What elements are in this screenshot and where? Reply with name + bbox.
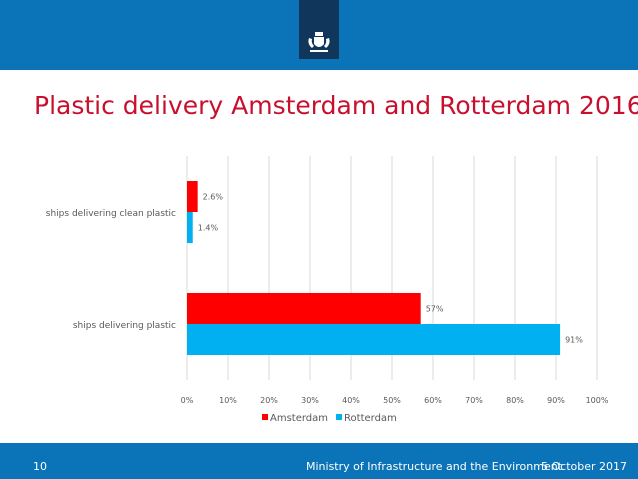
legend-label: Amsterdam xyxy=(270,413,328,424)
legend-swatch-rotterdam xyxy=(336,414,343,420)
x-tick-label: 40% xyxy=(342,396,360,405)
bar-rotterdam xyxy=(187,212,193,243)
data-label: 2.6% xyxy=(203,193,224,202)
data-label: 57% xyxy=(426,305,444,314)
footer-organization: Ministry of Infrastructure and the Envir… xyxy=(306,460,562,473)
legend-label: Rotterdam xyxy=(344,413,397,424)
slide-title: Plastic delivery Amsterdam and Rotterdam… xyxy=(34,91,638,120)
x-tick-label: 20% xyxy=(260,396,278,405)
x-tick-label: 50% xyxy=(383,396,401,405)
x-tick-label: 100% xyxy=(586,396,609,405)
footer-date: 5 October 2017 xyxy=(541,460,628,473)
bar-amsterdam xyxy=(187,181,198,212)
data-label: 91% xyxy=(565,336,583,345)
legend-swatch-amsterdam xyxy=(262,414,268,420)
x-tick-label: 0% xyxy=(181,396,194,405)
category-label: ships delivering clean plastic xyxy=(46,209,176,219)
x-tick-label: 10% xyxy=(219,396,237,405)
x-tick-label: 70% xyxy=(465,396,483,405)
x-tick-label: 30% xyxy=(301,396,319,405)
category-label: ships delivering plastic xyxy=(73,321,176,331)
coat-of-arms-icon xyxy=(299,0,339,59)
bar-amsterdam xyxy=(187,293,421,324)
x-tick-label: 60% xyxy=(424,396,442,405)
footer-band: 10 Ministry of Infrastructure and the En… xyxy=(0,443,638,479)
bar-chart: 0% 10% 20% 30% 40% 50% 60% 70% 80% 90% 100% ships d… xyxy=(46,156,609,424)
data-label: 1.4% xyxy=(198,224,219,233)
page-number: 10 xyxy=(33,460,47,473)
header-band xyxy=(0,0,638,70)
x-tick-label: 80% xyxy=(506,396,524,405)
bar-rotterdam xyxy=(187,324,561,355)
x-tick-label: 90% xyxy=(547,396,565,405)
